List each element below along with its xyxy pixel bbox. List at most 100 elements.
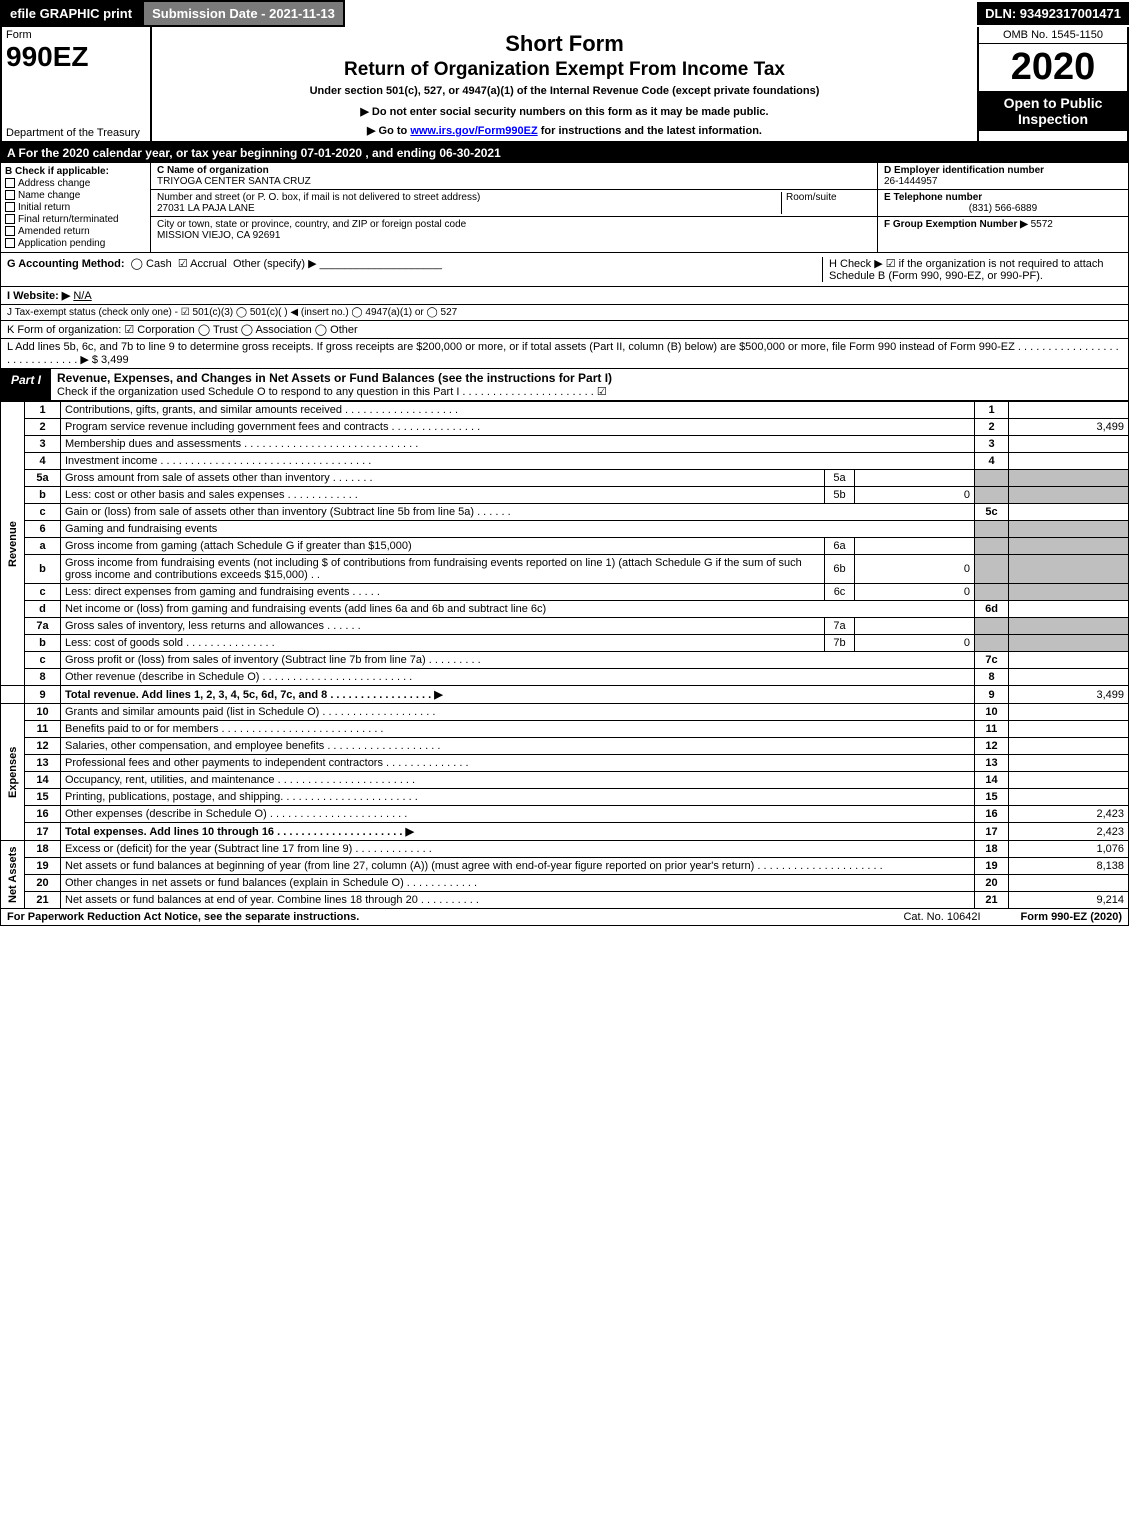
line-21-value: 9,214: [1009, 892, 1129, 909]
dln-label: DLN: 93492317001471: [977, 2, 1129, 25]
footer: For Paperwork Reduction Act Notice, see …: [0, 909, 1129, 926]
line-4-num: 4: [25, 453, 61, 470]
pra-notice: For Paperwork Reduction Act Notice, see …: [7, 911, 359, 923]
line-3-boxnum: 3: [975, 436, 1009, 453]
line-7c-value: [1009, 652, 1129, 669]
label-initial-return: Initial return: [18, 202, 70, 213]
line-17-desc-text: Total expenses. Add lines 10 through 16 …: [65, 826, 414, 838]
line-5a-num: 5a: [25, 470, 61, 487]
line-5b-subnum: 5b: [825, 487, 855, 504]
phone-value: (831) 566-6889: [884, 203, 1122, 214]
checkbox-name-change[interactable]: [5, 190, 15, 200]
irs-link[interactable]: www.irs.gov/Form990EZ: [410, 125, 537, 137]
goto-post: for instructions and the latest informat…: [538, 125, 762, 137]
line-5a-desc: Gross amount from sale of assets other t…: [61, 470, 825, 487]
part-i-title-text: Revenue, Expenses, and Changes in Net As…: [57, 371, 612, 385]
line-2-value: 3,499: [1009, 419, 1129, 436]
submission-date-button[interactable]: Submission Date - 2021-11-13: [142, 0, 345, 27]
short-form-title: Short Form: [158, 31, 971, 57]
line-10-desc: Grants and similar amounts paid (list in…: [61, 704, 975, 721]
line-10-value: [1009, 704, 1129, 721]
l-value: 3,499: [101, 354, 129, 366]
line-6b-subnum: 6b: [825, 555, 855, 584]
line-5b-subval: 0: [855, 487, 975, 504]
room-label: Room/suite: [786, 192, 837, 203]
line-8-num: 8: [25, 669, 61, 686]
line-6b-subval: 0: [855, 555, 975, 584]
checkbox-address-change[interactable]: [5, 178, 15, 188]
line-7c-num: c: [25, 652, 61, 669]
line-7b-subval: 0: [855, 635, 975, 652]
line-17-value: 2,423: [1009, 823, 1129, 841]
expenses-side-label: Expenses: [1, 704, 25, 841]
checkbox-initial-return[interactable]: [5, 202, 15, 212]
line-6b-shaded: [975, 555, 1009, 584]
tax-exempt-status-row: J Tax-exempt status (check only one) - ☑…: [0, 305, 1129, 321]
subtitle: Under section 501(c), 527, or 4947(a)(1)…: [158, 85, 971, 97]
line-11-desc: Benefits paid to or for members . . . . …: [61, 721, 975, 738]
line-9-value: 3,499: [1009, 686, 1129, 704]
line-11-boxnum: 11: [975, 721, 1009, 738]
city-label: City or town, state or province, country…: [157, 219, 466, 230]
line-5a-subnum: 5a: [825, 470, 855, 487]
line-19-value: 8,138: [1009, 858, 1129, 875]
line-6-shaded-val: [1009, 521, 1129, 538]
line-16-desc: Other expenses (describe in Schedule O) …: [61, 806, 975, 823]
g-accrual: Accrual: [190, 258, 227, 270]
line-1-value: [1009, 402, 1129, 419]
form-header: Form 990EZ Department of the Treasury Sh…: [0, 27, 1129, 143]
line-2-desc: Program service revenue including govern…: [61, 419, 975, 436]
line-20-boxnum: 20: [975, 875, 1009, 892]
line-12-desc: Salaries, other compensation, and employ…: [61, 738, 975, 755]
g-cash: Cash: [146, 258, 172, 270]
line-16-value: 2,423: [1009, 806, 1129, 823]
line-6c-desc: Less: direct expenses from gaming and fu…: [61, 584, 825, 601]
line-20-desc: Other changes in net assets or fund bala…: [61, 875, 975, 892]
do-not-enter-ssn: ▶ Do not enter social security numbers o…: [158, 105, 971, 118]
f-label: F Group Exemption Number ▶: [884, 219, 1028, 230]
checkbox-final-return[interactable]: [5, 214, 15, 224]
efile-print-button[interactable]: efile GRAPHIC print: [0, 0, 142, 27]
form-number: 990EZ: [6, 41, 146, 73]
line-21-num: 21: [25, 892, 61, 909]
part-i-label: Part I: [1, 369, 51, 400]
gross-receipts-row: L Add lines 5b, 6c, and 7b to line 9 to …: [0, 339, 1129, 369]
checkbox-application-pending[interactable]: [5, 238, 15, 248]
entity-center: C Name of organization TRIYOGA CENTER SA…: [151, 163, 878, 252]
i-label: I Website: ▶: [7, 290, 70, 302]
line-4-boxnum: 4: [975, 453, 1009, 470]
line-10-boxnum: 10: [975, 704, 1009, 721]
line-5b-desc: Less: cost or other basis and sales expe…: [61, 487, 825, 504]
line-6a-subval: [855, 538, 975, 555]
line-5a-subval: [855, 470, 975, 487]
line-5c-value: [1009, 504, 1129, 521]
line-7b-num: b: [25, 635, 61, 652]
line-7c-boxnum: 7c: [975, 652, 1009, 669]
line-6c-shaded-val: [1009, 584, 1129, 601]
line-7a-desc: Gross sales of inventory, less returns a…: [61, 618, 825, 635]
line-3-desc: Membership dues and assessments . . . . …: [61, 436, 975, 453]
netassets-side-label: Net Assets: [1, 841, 25, 909]
line-6b-num: b: [25, 555, 61, 584]
open-to-public: Open to Public Inspection: [979, 91, 1127, 131]
line-6c-shaded: [975, 584, 1009, 601]
line-11-value: [1009, 721, 1129, 738]
line-5a-shaded-val: [1009, 470, 1129, 487]
checkbox-amended-return[interactable]: [5, 226, 15, 236]
line-5b-num: b: [25, 487, 61, 504]
line-12-num: 12: [25, 738, 61, 755]
line-3-num: 3: [25, 436, 61, 453]
line-7b-subnum: 7b: [825, 635, 855, 652]
line-19-boxnum: 19: [975, 858, 1009, 875]
line-6d-boxnum: 6d: [975, 601, 1009, 618]
revenue-side-label: Revenue: [1, 402, 25, 686]
line-8-boxnum: 8: [975, 669, 1009, 686]
header-center: Short Form Return of Organization Exempt…: [152, 27, 977, 141]
g-label: G Accounting Method:: [7, 258, 125, 270]
line-7a-shaded: [975, 618, 1009, 635]
line-5c-desc: Gain or (loss) from sale of assets other…: [61, 504, 975, 521]
line-19-num: 19: [25, 858, 61, 875]
line-6b-desc: Gross income from fundraising events (no…: [61, 555, 825, 584]
c-label: C Name of organization: [157, 165, 269, 176]
line-7b-shaded: [975, 635, 1009, 652]
